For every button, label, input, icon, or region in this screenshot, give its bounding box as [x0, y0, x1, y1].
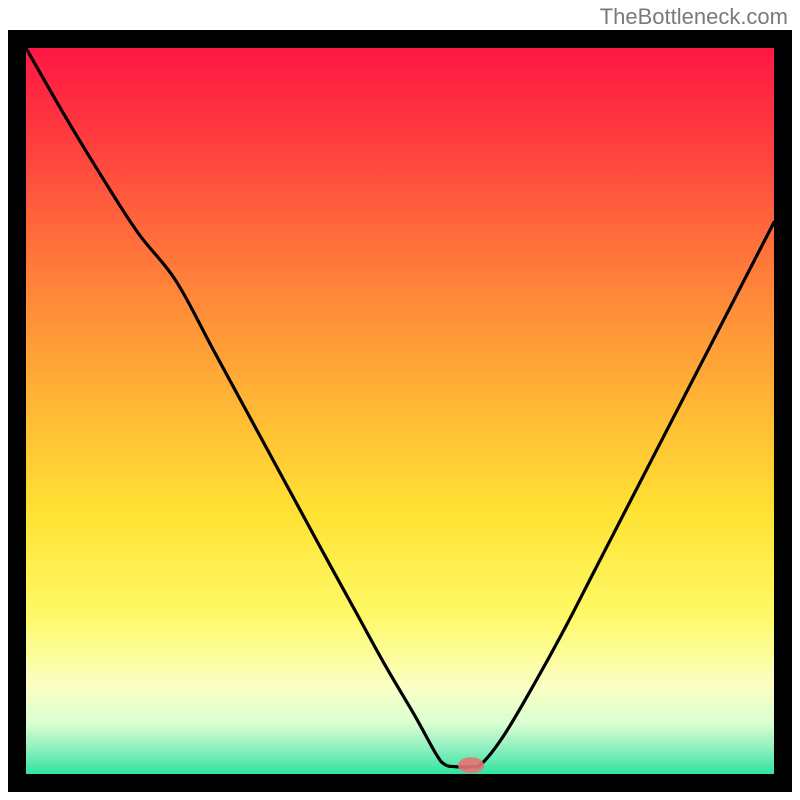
- chart-container: TheBottleneck.com: [0, 0, 800, 800]
- watermark-text: TheBottleneck.com: [600, 4, 788, 30]
- gradient-background: [26, 48, 774, 774]
- bottleneck-chart: [0, 0, 800, 800]
- optimal-point-marker: [458, 757, 484, 773]
